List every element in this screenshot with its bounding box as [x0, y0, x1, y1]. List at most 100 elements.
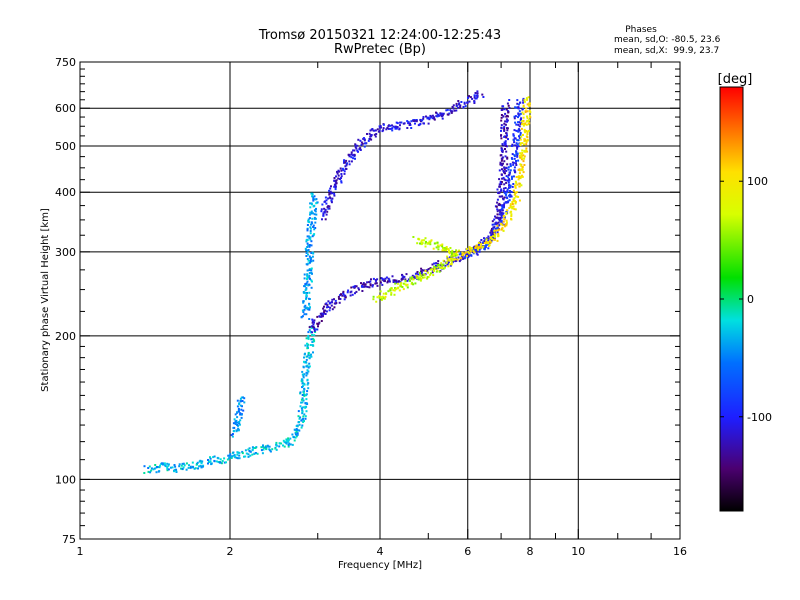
data-point [299, 391, 302, 394]
data-point [505, 132, 508, 135]
data-point [241, 452, 244, 455]
data-point [528, 114, 531, 117]
data-point [313, 329, 316, 332]
data-point [509, 204, 512, 207]
data-point [312, 323, 315, 326]
data-point [302, 291, 305, 294]
data-point [526, 98, 529, 101]
data-point [389, 289, 392, 292]
data-point [193, 467, 196, 470]
data-point [500, 157, 503, 160]
data-point [523, 128, 526, 131]
data-point [312, 197, 315, 200]
data-point [520, 127, 523, 130]
data-point [451, 258, 454, 261]
data-point [384, 277, 387, 280]
data-point [439, 112, 442, 115]
data-point [274, 447, 277, 450]
data-point [437, 114, 440, 117]
data-point [490, 237, 493, 240]
data-point [236, 424, 239, 426]
data-point [473, 100, 476, 103]
data-point [394, 288, 397, 291]
data-point [234, 413, 237, 416]
data-point [523, 164, 526, 166]
data-point [503, 144, 506, 147]
data-point [520, 153, 523, 156]
data-point [306, 307, 309, 310]
data-point [330, 301, 333, 304]
data-point [306, 273, 309, 276]
data-point [436, 266, 439, 269]
data-point [509, 193, 511, 196]
data-point [328, 205, 331, 208]
data-point [500, 162, 503, 165]
data-point [438, 270, 441, 273]
data-point [247, 448, 250, 451]
data-point [431, 271, 434, 274]
data-point [289, 437, 292, 440]
data-point [293, 428, 296, 431]
data-point [513, 169, 516, 172]
data-point [498, 228, 500, 231]
data-point [311, 334, 314, 336]
data-point [342, 292, 345, 295]
data-point [313, 319, 316, 322]
data-point [517, 145, 520, 148]
data-point [391, 275, 394, 278]
data-point [520, 157, 523, 159]
data-point [301, 382, 304, 385]
data-point [520, 117, 523, 120]
data-point [420, 267, 423, 270]
data-point [369, 280, 372, 283]
y-tick-label: 75 [62, 533, 76, 546]
data-point [309, 306, 311, 309]
colorbar-ticks: 100 0 -100 [719, 86, 772, 512]
data-point [303, 305, 306, 308]
data-point [500, 149, 503, 152]
data-point [359, 149, 362, 151]
data-point [343, 298, 346, 301]
data-point [302, 374, 305, 377]
data-point [450, 111, 453, 114]
data-point [336, 170, 338, 173]
data-point [148, 465, 151, 468]
data-point [386, 281, 389, 284]
data-point [358, 148, 361, 151]
data-point [302, 399, 305, 402]
data-point [314, 227, 317, 229]
data-point [493, 231, 496, 233]
data-point [504, 172, 506, 175]
data-point [518, 110, 521, 113]
data-point [489, 240, 491, 243]
data-point [451, 251, 454, 254]
data-point [328, 207, 331, 210]
data-point [499, 182, 502, 185]
data-point [429, 243, 432, 246]
data-point [515, 181, 518, 184]
data-point [526, 150, 529, 153]
data-point [307, 366, 310, 369]
data-point [450, 254, 453, 257]
data-point [241, 400, 244, 402]
data-point [504, 148, 506, 150]
data-point [391, 124, 393, 127]
data-point [162, 462, 165, 465]
data-point [419, 279, 422, 282]
data-point [167, 463, 170, 466]
data-point [503, 196, 506, 199]
data-point [324, 200, 327, 203]
data-point [310, 223, 312, 226]
data-point [442, 263, 445, 266]
data-point [317, 325, 319, 328]
data-point [348, 155, 351, 158]
data-point [419, 120, 422, 123]
data-point [268, 445, 271, 448]
data-point [413, 120, 416, 122]
data-point [480, 243, 483, 246]
data-point [308, 276, 311, 279]
data-point [307, 334, 310, 337]
data-point [327, 197, 330, 200]
data-point [403, 275, 406, 278]
data-point [514, 195, 517, 198]
